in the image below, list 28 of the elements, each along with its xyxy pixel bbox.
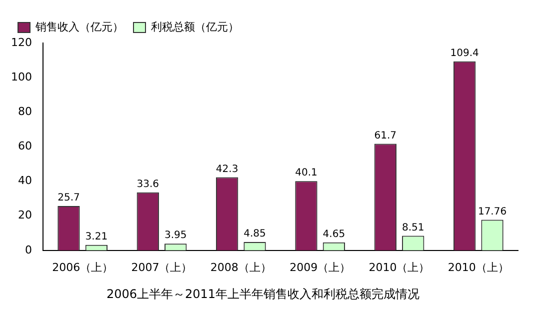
y-tick-label: 0 xyxy=(24,243,32,256)
y-tick-label: 40 xyxy=(18,174,32,188)
data-label: 109.4 xyxy=(450,48,479,59)
data-label: 33.6 xyxy=(136,178,160,190)
x-tick-label: 2007（上） xyxy=(131,260,192,274)
data-label: 61.7 xyxy=(374,130,397,142)
y-tick-label: 100 xyxy=(10,70,32,84)
legend-label: 销售收入（亿元） xyxy=(34,20,124,34)
data-label: 25.7 xyxy=(58,192,80,204)
y-tick-label: 120 xyxy=(10,36,32,49)
data-label: 4.85 xyxy=(244,228,266,240)
data-label: 40.1 xyxy=(295,168,318,179)
x-tick-label: 2010（上） xyxy=(448,260,509,274)
x-tick-label: 2010（上） xyxy=(368,260,430,274)
x-tick-label: 2009（上） xyxy=(290,260,351,274)
data-label: 17.76 xyxy=(478,206,507,218)
x-tick-label: 2008（上） xyxy=(210,260,272,274)
y-tick-label: 60 xyxy=(18,140,32,153)
data-label: 3.21 xyxy=(85,231,108,242)
text: 2006上半年～2011年上半年销售收入和利税总额完成情况 xyxy=(106,286,420,301)
data-label: 42.3 xyxy=(216,164,238,175)
data-label: 3.95 xyxy=(164,230,187,242)
y-tick-label: 20 xyxy=(18,208,32,222)
y-tick-label: 80 xyxy=(18,104,32,118)
data-label: 4.65 xyxy=(322,228,346,240)
legend-label: 利税总额（亿元） xyxy=(151,20,239,34)
x-tick-label: 2006（上） xyxy=(52,260,114,274)
data-label: 8.51 xyxy=(402,222,424,234)
